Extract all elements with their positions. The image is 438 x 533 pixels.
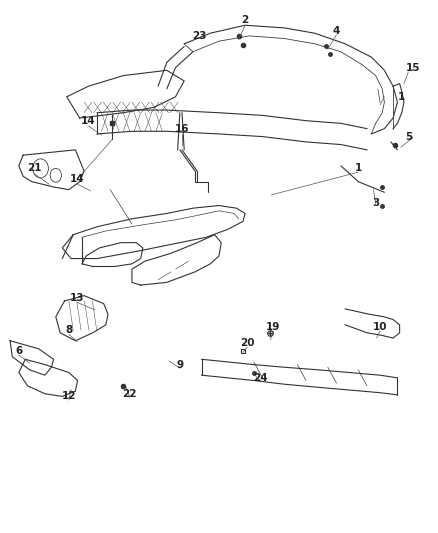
Text: 24: 24 xyxy=(253,373,268,383)
Text: 2: 2 xyxy=(241,15,249,25)
Text: 10: 10 xyxy=(373,322,387,333)
Text: 15: 15 xyxy=(406,63,420,72)
Text: 22: 22 xyxy=(123,389,137,399)
Text: 1: 1 xyxy=(398,92,406,102)
Text: 16: 16 xyxy=(175,124,189,134)
Text: 13: 13 xyxy=(71,293,85,303)
Text: 6: 6 xyxy=(15,346,22,357)
Text: 21: 21 xyxy=(27,164,41,173)
Text: 23: 23 xyxy=(192,31,207,41)
Text: 14: 14 xyxy=(70,174,85,184)
Text: 12: 12 xyxy=(62,391,76,401)
Text: 20: 20 xyxy=(240,338,254,349)
Text: 3: 3 xyxy=(372,198,379,208)
Text: 1: 1 xyxy=(355,164,362,173)
Text: 9: 9 xyxy=(176,360,184,369)
Text: 4: 4 xyxy=(333,26,340,36)
Text: 19: 19 xyxy=(266,322,281,333)
Text: 5: 5 xyxy=(405,132,412,142)
Text: 8: 8 xyxy=(65,325,72,335)
Text: 14: 14 xyxy=(81,116,96,126)
